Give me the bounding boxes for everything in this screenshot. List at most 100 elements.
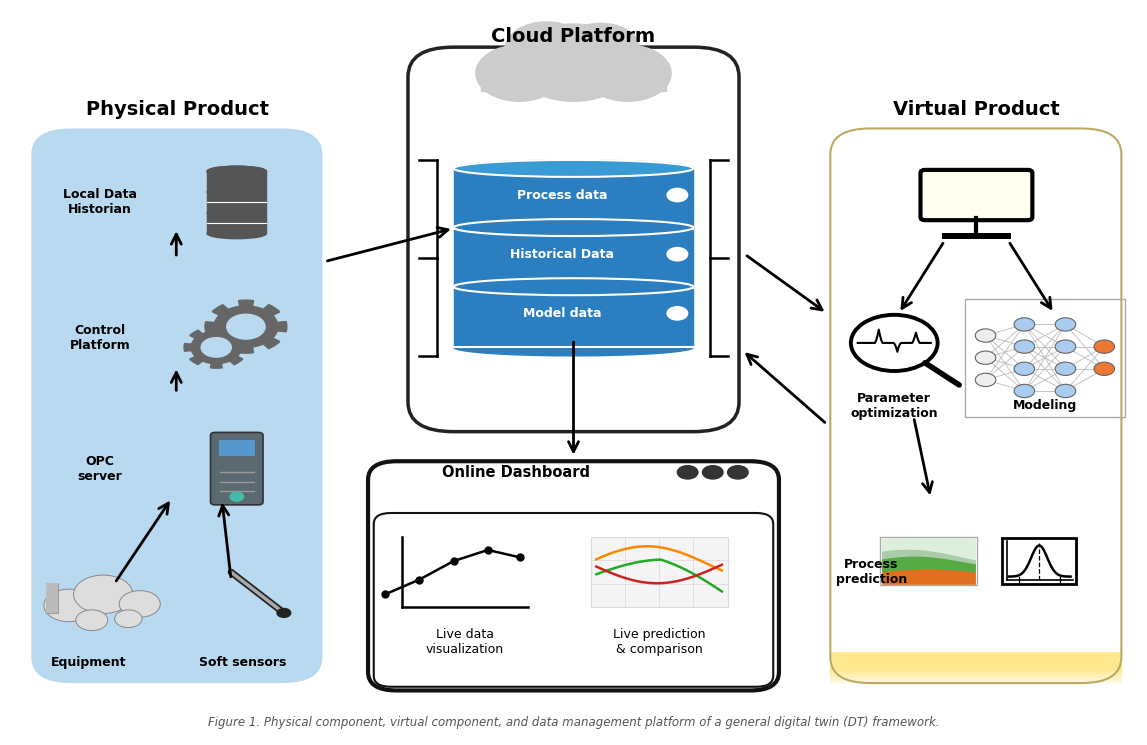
FancyBboxPatch shape (830, 659, 1122, 676)
Circle shape (505, 22, 587, 75)
Circle shape (73, 575, 133, 614)
Ellipse shape (454, 160, 693, 177)
FancyBboxPatch shape (830, 665, 1122, 682)
Circle shape (476, 45, 563, 101)
Circle shape (584, 45, 671, 101)
Circle shape (1014, 384, 1035, 398)
Circle shape (201, 337, 232, 357)
Circle shape (227, 314, 265, 339)
Circle shape (1094, 362, 1115, 375)
FancyBboxPatch shape (830, 658, 1122, 675)
FancyBboxPatch shape (830, 656, 1122, 673)
Circle shape (1055, 384, 1076, 398)
Bar (454, 287, 693, 347)
FancyBboxPatch shape (921, 170, 1032, 221)
Circle shape (668, 247, 688, 261)
FancyBboxPatch shape (408, 47, 739, 431)
FancyBboxPatch shape (830, 662, 1122, 679)
FancyBboxPatch shape (830, 660, 1122, 678)
Bar (208, 213, 266, 233)
Text: Live data
visualization: Live data visualization (426, 628, 505, 656)
FancyBboxPatch shape (830, 653, 1122, 671)
FancyBboxPatch shape (830, 656, 1122, 674)
FancyBboxPatch shape (830, 653, 1122, 670)
Circle shape (1055, 318, 1076, 331)
Circle shape (975, 351, 996, 364)
Circle shape (1014, 362, 1035, 375)
Circle shape (727, 466, 748, 479)
FancyBboxPatch shape (830, 654, 1122, 671)
FancyBboxPatch shape (830, 655, 1122, 673)
Bar (208, 192, 266, 213)
FancyBboxPatch shape (830, 662, 1122, 680)
FancyBboxPatch shape (830, 658, 1122, 676)
FancyBboxPatch shape (830, 664, 1122, 681)
Text: Process
prediction: Process prediction (836, 558, 907, 586)
Text: Physical Product: Physical Product (86, 101, 268, 119)
FancyBboxPatch shape (830, 663, 1122, 680)
Text: Live prediction
& comparison: Live prediction & comparison (612, 628, 705, 656)
Bar (591, 537, 727, 607)
FancyBboxPatch shape (830, 656, 1122, 673)
Circle shape (678, 466, 697, 479)
Ellipse shape (454, 219, 693, 236)
Bar (880, 537, 977, 585)
FancyBboxPatch shape (830, 662, 1122, 679)
FancyBboxPatch shape (830, 661, 1122, 679)
FancyBboxPatch shape (830, 665, 1122, 683)
Bar (454, 227, 693, 288)
Circle shape (562, 23, 640, 74)
Ellipse shape (454, 278, 693, 295)
Circle shape (975, 373, 996, 387)
Text: Parameter
optimization: Parameter optimization (850, 392, 938, 419)
FancyBboxPatch shape (830, 659, 1122, 676)
Circle shape (702, 466, 723, 479)
Circle shape (1094, 340, 1115, 353)
Text: Historical Data: Historical Data (510, 247, 614, 261)
Ellipse shape (208, 187, 266, 197)
Circle shape (514, 24, 633, 101)
FancyBboxPatch shape (374, 513, 773, 687)
Circle shape (119, 591, 161, 618)
Bar (482, 66, 665, 91)
FancyBboxPatch shape (830, 664, 1122, 682)
Circle shape (44, 589, 94, 621)
Bar (219, 440, 255, 456)
Bar (942, 233, 1011, 239)
Ellipse shape (208, 228, 266, 238)
FancyBboxPatch shape (830, 653, 1122, 670)
FancyBboxPatch shape (830, 657, 1122, 675)
Text: Modeling: Modeling (1013, 399, 1077, 412)
FancyBboxPatch shape (31, 128, 322, 683)
FancyBboxPatch shape (830, 660, 1122, 678)
Text: OPC
server: OPC server (78, 454, 123, 483)
Circle shape (975, 329, 996, 342)
Text: Online Dashboard: Online Dashboard (443, 465, 591, 480)
Circle shape (1014, 340, 1035, 353)
Text: Cloud Platform: Cloud Platform (491, 27, 656, 45)
Ellipse shape (208, 208, 266, 218)
Text: Local Data
Historian: Local Data Historian (63, 188, 136, 217)
Circle shape (1014, 318, 1035, 331)
Circle shape (1055, 340, 1076, 353)
Circle shape (76, 610, 108, 630)
Text: Model data: Model data (523, 307, 601, 320)
Circle shape (278, 609, 290, 618)
FancyBboxPatch shape (830, 659, 1122, 677)
FancyBboxPatch shape (830, 657, 1122, 675)
Ellipse shape (208, 166, 266, 177)
FancyBboxPatch shape (830, 659, 1122, 676)
Bar (454, 168, 693, 229)
Bar (46, 583, 57, 613)
Bar (1002, 538, 1076, 584)
FancyBboxPatch shape (211, 432, 263, 505)
Circle shape (1055, 362, 1076, 375)
Ellipse shape (454, 221, 693, 238)
FancyBboxPatch shape (830, 660, 1122, 677)
FancyBboxPatch shape (830, 653, 1122, 671)
Circle shape (668, 307, 688, 320)
FancyBboxPatch shape (830, 656, 1122, 673)
Bar (46, 583, 57, 613)
FancyBboxPatch shape (830, 665, 1122, 682)
Ellipse shape (208, 166, 266, 177)
